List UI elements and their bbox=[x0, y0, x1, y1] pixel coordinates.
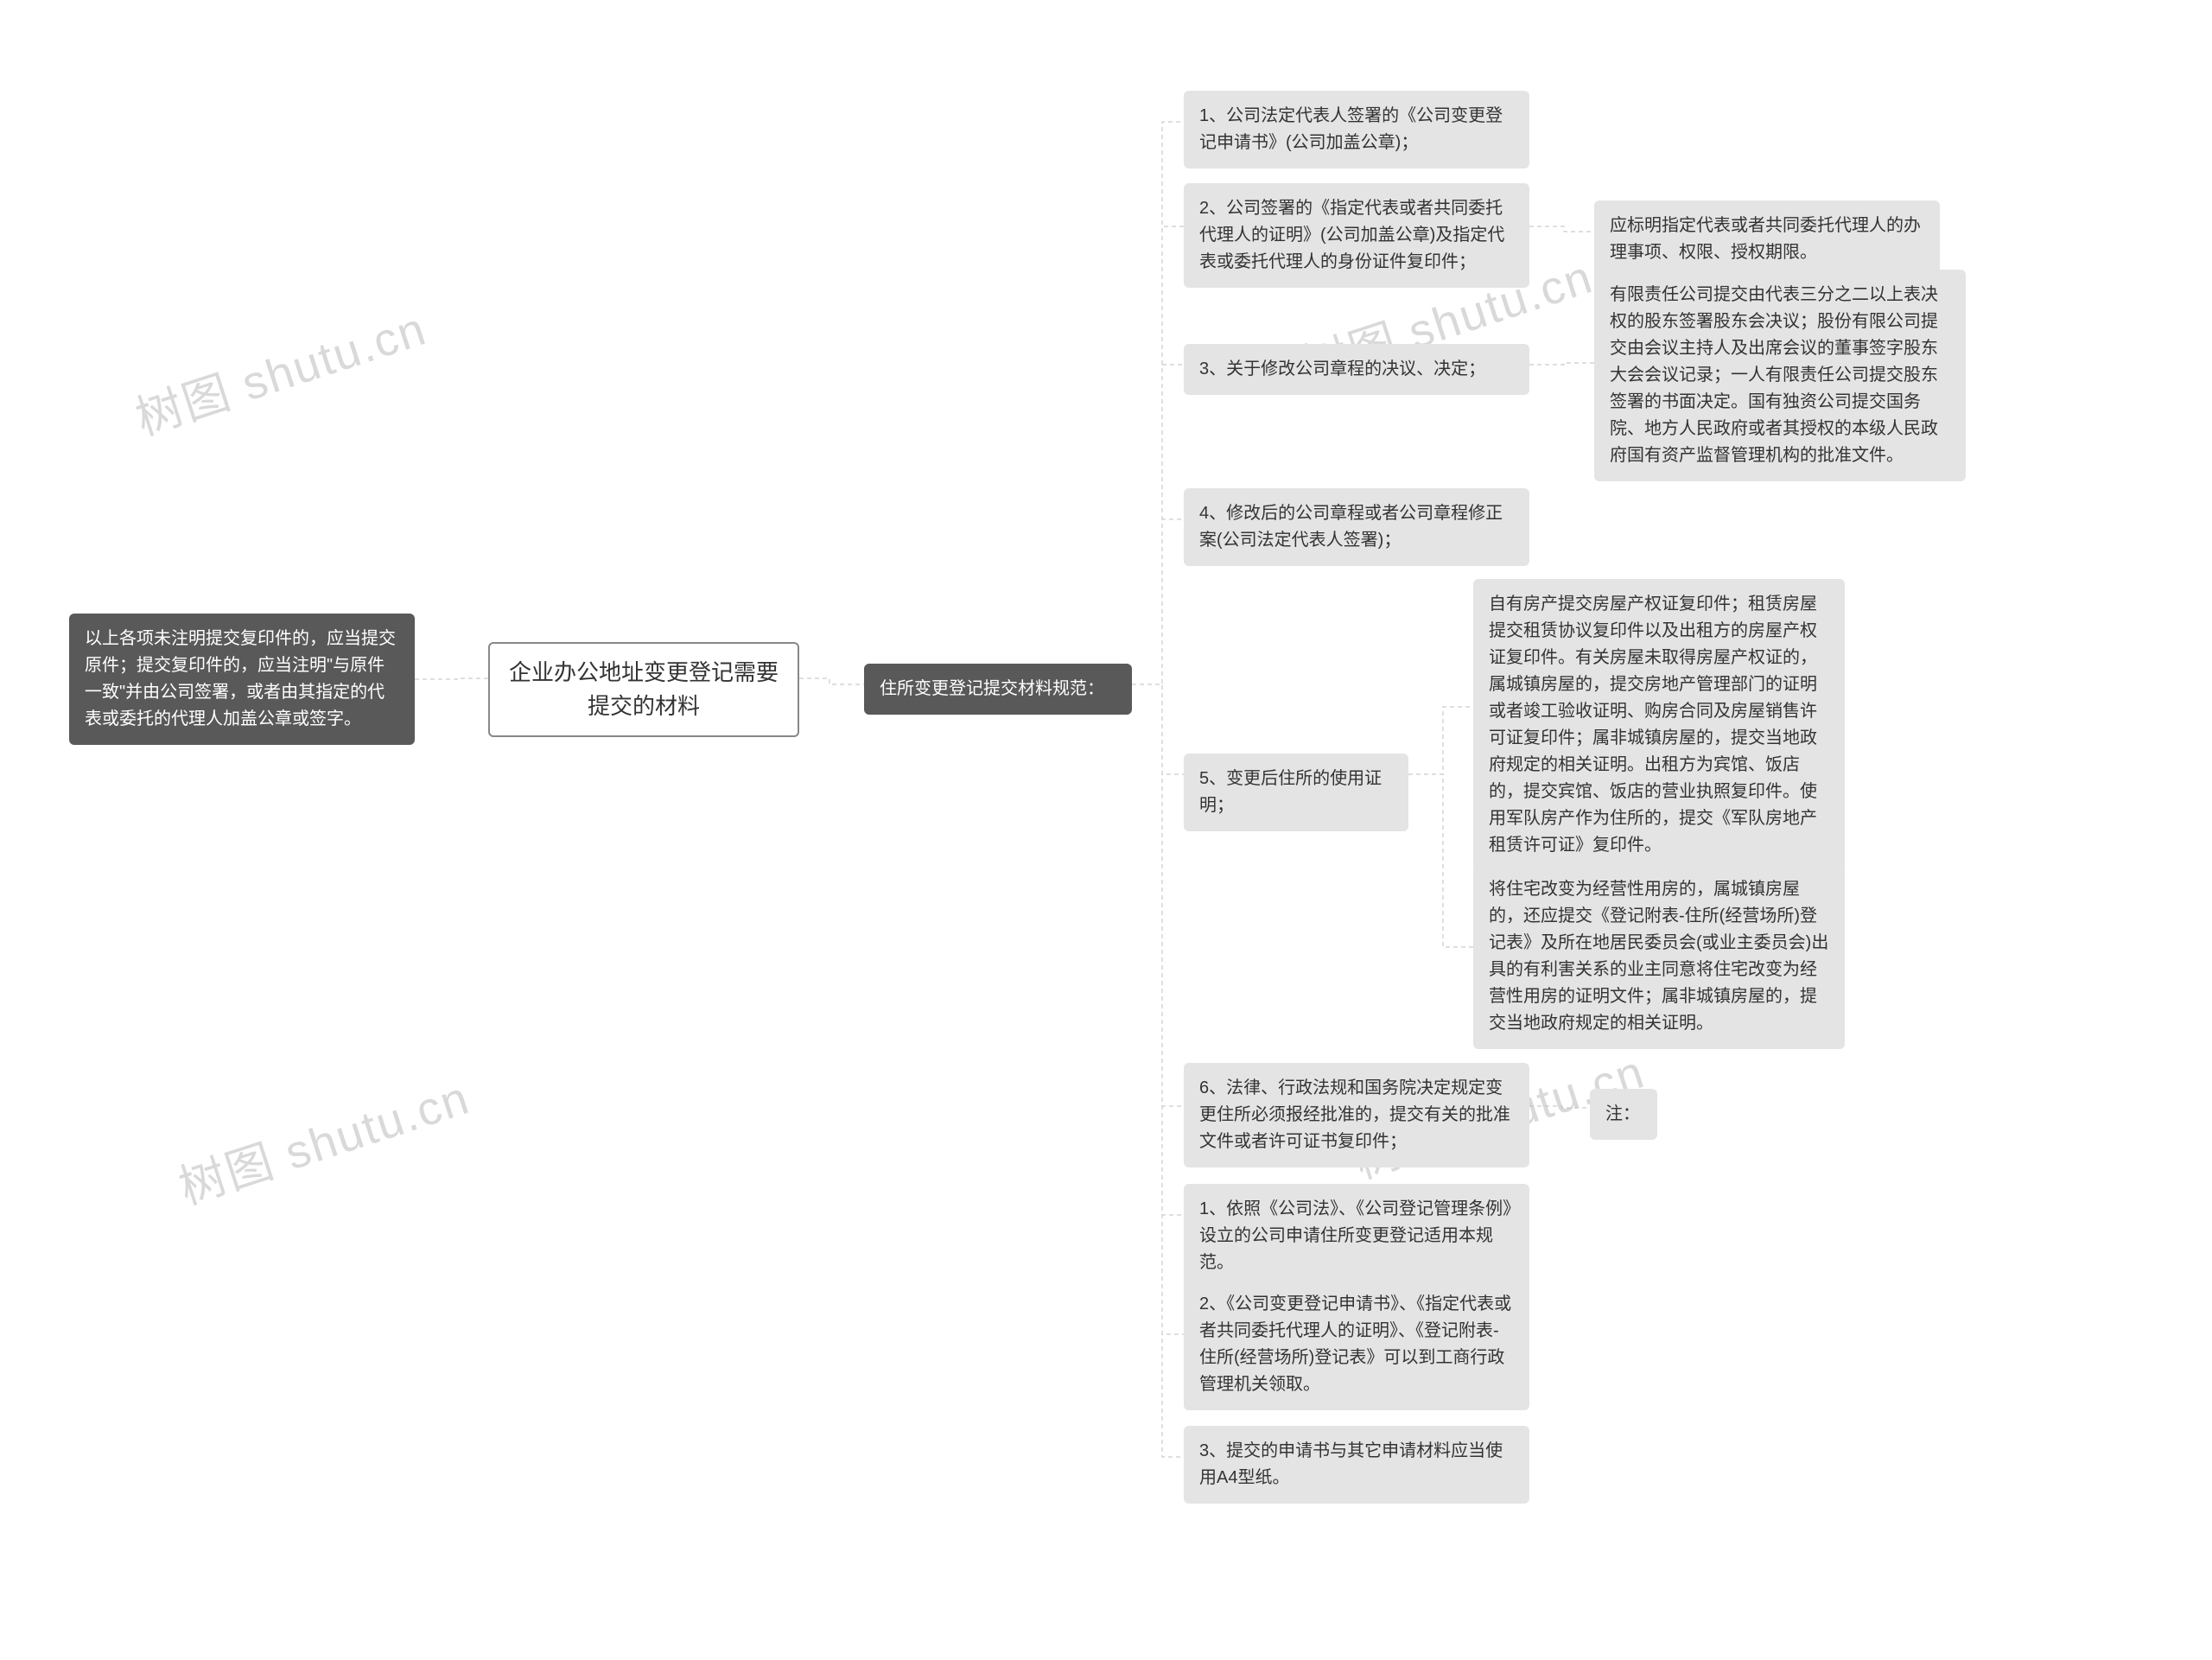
watermark: 树图 shutu.cn bbox=[169, 1059, 477, 1218]
item-2-child: 应标明指定代表或者共同委托代理人的办理事项、权限、授权期限。 bbox=[1594, 200, 1940, 278]
item-6-child: 注： bbox=[1590, 1089, 1657, 1140]
item-5-child-1: 自有房产提交房屋产权证复印件；租赁房屋提交租赁协议复印件以及出租方的房屋产权证复… bbox=[1473, 579, 1845, 871]
item-7: 1、依照《公司法》、《公司登记管理条例》设立的公司申请住所变更登记适用本规范。 bbox=[1184, 1184, 1529, 1288]
item-4: 4、修改后的公司章程或者公司章程修正案(公司法定代表人签署)； bbox=[1184, 488, 1529, 566]
left-note: 以上各项未注明提交复印件的，应当提交原件；提交复印件的，应当注明"与原件一致"并… bbox=[69, 614, 415, 745]
item-2: 2、公司签署的《指定代表或者共同委托代理人的证明》(公司加盖公章)及指定代表或委… bbox=[1184, 183, 1529, 288]
item-3: 3、关于修改公司章程的决议、决定； bbox=[1184, 344, 1529, 395]
item-3-child: 有限责任公司提交由代表三分之二以上表决权的股东签署股东会决议；股份有限公司提交由… bbox=[1594, 270, 1966, 481]
item-6: 6、法律、行政法规和国务院决定规定变更住所必须报经批准的，提交有关的批准文件或者… bbox=[1184, 1063, 1529, 1167]
watermark: 树图 shutu.cn bbox=[126, 290, 434, 448]
item-1: 1、公司法定代表人签署的《公司变更登记申请书》(公司加盖公章)； bbox=[1184, 91, 1529, 169]
root-node: 企业办公地址变更登记需要提交的材料 bbox=[488, 642, 799, 737]
level2-node: 住所变更登记提交材料规范： bbox=[864, 664, 1132, 715]
item-8: 2、《公司变更登记申请书》、《指定代表或者共同委托代理人的证明》、《登记附表-住… bbox=[1184, 1279, 1529, 1410]
item-5-child-2: 将住宅改变为经营性用房的，属城镇房屋的，还应提交《登记附表-住所(经营场所)登记… bbox=[1473, 864, 1845, 1049]
item-9: 3、提交的申请书与其它申请材料应当使用A4型纸。 bbox=[1184, 1426, 1529, 1504]
item-5: 5、变更后住所的使用证明； bbox=[1184, 754, 1408, 831]
